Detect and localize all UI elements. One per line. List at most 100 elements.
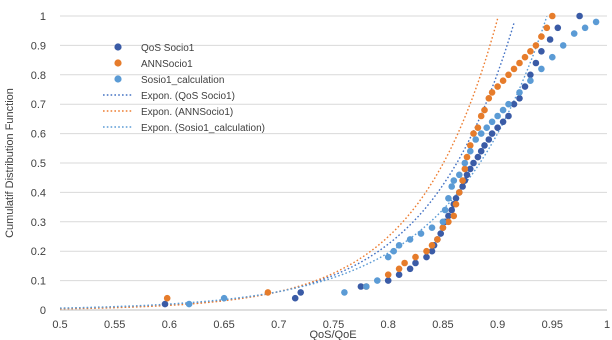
legend-marker-2 bbox=[114, 59, 122, 67]
series-2-point bbox=[477, 112, 485, 120]
x-tick-label: 0.5 bbox=[52, 319, 67, 331]
x-tick-labels: 0.5 0.55 0.6 0.65 0.7 0.75 0.8 0.85 0.9 0.95 1 bbox=[52, 319, 610, 331]
series-2-point bbox=[481, 106, 488, 114]
series-3-point bbox=[477, 130, 485, 137]
y-tick-label: 0.4 bbox=[31, 187, 46, 199]
series-1-point bbox=[470, 159, 477, 167]
series-1-point bbox=[161, 300, 169, 308]
series-2-point bbox=[163, 294, 171, 302]
series-2-point bbox=[538, 33, 545, 40]
series-3-point bbox=[456, 171, 463, 179]
series-2-point bbox=[488, 89, 496, 96]
series-3-point bbox=[395, 242, 403, 249]
y-tick-label: 0.2 bbox=[31, 246, 46, 258]
series-3-point bbox=[406, 236, 414, 243]
y-tick-labels: 0 0.1 0.2 0.3 0.4 0.5 0.6 0.7 0.8 0.9 1 bbox=[31, 11, 46, 317]
series-3-point bbox=[499, 106, 507, 114]
series-3-point bbox=[441, 206, 449, 214]
series-1-point bbox=[423, 253, 430, 261]
y-tick-label: 0 bbox=[40, 305, 46, 317]
series-1-point bbox=[459, 183, 466, 190]
x-tick-label: 0.6 bbox=[162, 319, 177, 331]
series-3-point bbox=[450, 177, 458, 184]
x-axis-title: QoS/QoE bbox=[309, 329, 356, 340]
series-3-point bbox=[341, 289, 348, 296]
y-tick-label: 1 bbox=[40, 11, 46, 23]
series-2-point bbox=[264, 289, 272, 296]
series-1-point bbox=[384, 277, 392, 284]
y-tick-label: 0.3 bbox=[31, 217, 46, 229]
series-3-point bbox=[505, 100, 512, 108]
series-3-point bbox=[494, 112, 501, 120]
legend-label: Sosio1_calculation bbox=[141, 75, 224, 86]
series-2-point bbox=[510, 65, 518, 73]
series-3-point bbox=[488, 118, 496, 126]
series-3-point bbox=[417, 230, 425, 237]
series-2-point bbox=[395, 265, 403, 273]
legend-marker-1 bbox=[114, 43, 122, 51]
legend-label: Expon. (QoS Socio1) bbox=[141, 91, 235, 102]
x-tick-label: 0.55 bbox=[104, 319, 125, 331]
gridlines bbox=[60, 15, 607, 282]
series-2-point bbox=[463, 153, 471, 161]
series-1-point bbox=[481, 142, 488, 149]
series-1-point bbox=[357, 283, 365, 290]
series-2-point bbox=[521, 53, 529, 61]
y-tick-label: 0.1 bbox=[31, 276, 46, 288]
series-1-point bbox=[477, 147, 485, 155]
series-2-point bbox=[439, 224, 447, 231]
series-1-point bbox=[488, 130, 496, 137]
series-1-point bbox=[532, 59, 540, 67]
legend-label: Expon. (ANNSocio1) bbox=[141, 107, 233, 118]
series-3-point bbox=[516, 89, 523, 96]
series-1-point bbox=[437, 230, 445, 237]
series-1-point bbox=[527, 71, 534, 79]
series-3-point bbox=[448, 183, 456, 190]
series-3-point bbox=[472, 136, 480, 143]
legend: QoS Socio1 ANNSocio1 Sosio1_calculation Exp… bbox=[103, 43, 265, 134]
series-3-point bbox=[428, 224, 436, 231]
series-3-point bbox=[461, 159, 469, 167]
series-2-point bbox=[384, 271, 392, 279]
series-2-point bbox=[467, 142, 474, 149]
series-2-point bbox=[401, 259, 408, 267]
series-1-point bbox=[485, 136, 493, 143]
series-2-point bbox=[527, 48, 534, 55]
series-2-point bbox=[505, 71, 512, 79]
series-1-point bbox=[445, 212, 452, 220]
series-1-point bbox=[452, 195, 460, 202]
series-2-point bbox=[452, 200, 460, 208]
series-2-point bbox=[485, 95, 493, 102]
series-2-point bbox=[543, 24, 551, 32]
series-1-point bbox=[554, 24, 562, 32]
series-3-point bbox=[559, 42, 567, 49]
series-2-point bbox=[516, 59, 523, 67]
series-1-point bbox=[516, 95, 523, 102]
series-1-point bbox=[474, 153, 482, 161]
series-2-point bbox=[461, 165, 469, 173]
y-tick-label: 0.9 bbox=[31, 40, 46, 52]
y-tick-label: 0.6 bbox=[31, 129, 46, 141]
series-3-point bbox=[363, 283, 370, 290]
x-tick-label: 0.9 bbox=[490, 319, 505, 331]
series-3-point bbox=[581, 24, 589, 32]
series-1-point bbox=[521, 83, 529, 90]
trendline-2 bbox=[60, 18, 499, 310]
series-1-point bbox=[467, 165, 474, 173]
x-tick-label: 0.7 bbox=[271, 319, 286, 331]
series-1-point bbox=[546, 36, 554, 43]
data-points bbox=[161, 12, 600, 308]
y-axis-title: Cumulatif Distribution Function bbox=[4, 88, 16, 238]
series-2-point bbox=[532, 42, 540, 49]
series-1-point bbox=[505, 112, 512, 120]
legend-label: ANNSocio1 bbox=[141, 59, 193, 70]
x-tick-label: 0.65 bbox=[213, 319, 234, 331]
series-3-point bbox=[220, 294, 228, 302]
series-2-point bbox=[428, 242, 436, 249]
series-3-point bbox=[483, 124, 491, 131]
series-3-point bbox=[527, 77, 534, 84]
x-tick-label: 0.8 bbox=[381, 319, 396, 331]
series-1-point bbox=[499, 118, 507, 126]
x-tick-label: 1 bbox=[604, 319, 610, 331]
